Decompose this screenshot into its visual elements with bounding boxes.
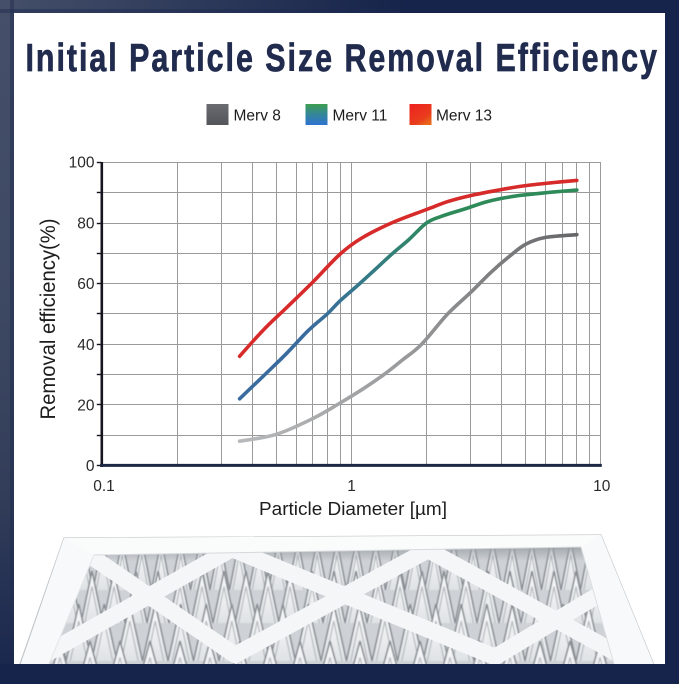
svg-text:10: 10 — [593, 478, 611, 495]
svg-text:40: 40 — [77, 337, 95, 354]
svg-text:Merv 11: Merv 11 — [333, 108, 388, 125]
svg-text:1: 1 — [347, 478, 356, 495]
svg-text:0.1: 0.1 — [93, 478, 115, 495]
svg-text:Removal efficiency(%): Removal efficiency(%) — [37, 219, 60, 420]
svg-text:0: 0 — [86, 458, 95, 475]
svg-text:Merv 13: Merv 13 — [436, 108, 492, 125]
svg-text:80: 80 — [77, 215, 95, 232]
svg-text:20: 20 — [77, 398, 95, 415]
svg-text:Merv 8: Merv 8 — [234, 108, 281, 125]
svg-text:100: 100 — [69, 155, 95, 172]
svg-text:Particle Diameter [µm]: Particle Diameter [µm] — [259, 498, 447, 519]
svg-text:Initial Particle Size Removal: Initial Particle Size Removal Efficiency — [26, 36, 659, 79]
svg-text:60: 60 — [77, 276, 95, 293]
